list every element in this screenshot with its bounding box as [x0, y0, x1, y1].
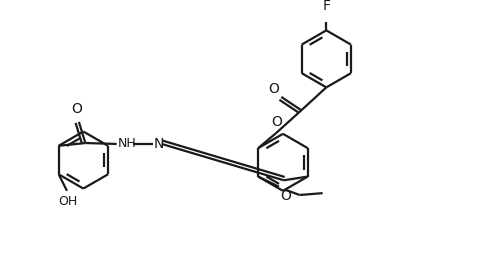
- Text: F: F: [322, 0, 330, 13]
- Text: N: N: [154, 137, 164, 151]
- Text: O: O: [71, 102, 82, 116]
- Text: NH: NH: [118, 137, 136, 150]
- Text: O: O: [268, 82, 279, 96]
- Text: O: O: [271, 115, 282, 129]
- Text: O: O: [280, 190, 291, 203]
- Text: OH: OH: [58, 195, 77, 208]
